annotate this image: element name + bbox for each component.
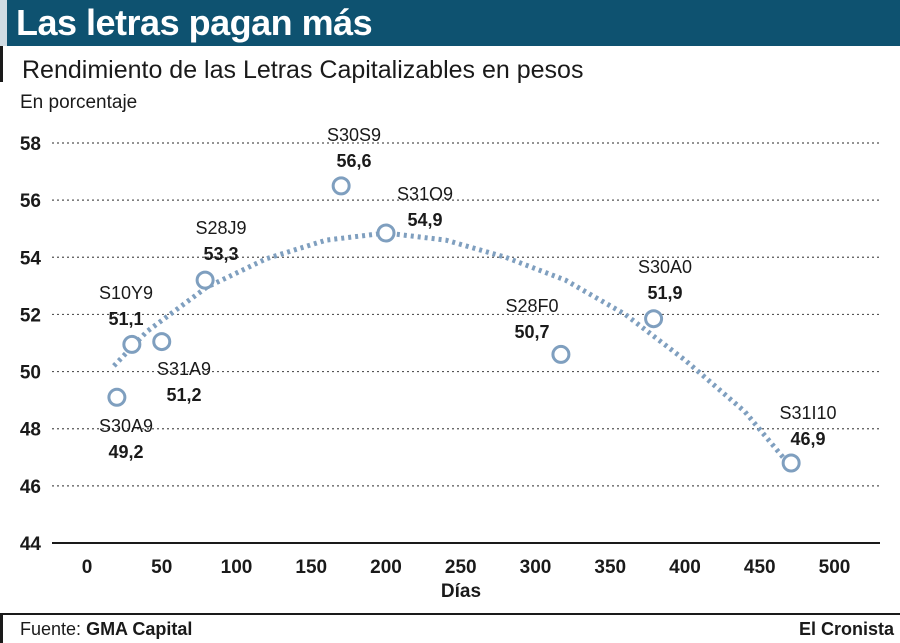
- y-tick-label: 56: [20, 191, 41, 212]
- brand-name: El Cronista: [798, 619, 894, 639]
- title-bar-accent: [0, 0, 7, 46]
- title-bar: Las letras pagan más: [0, 0, 900, 46]
- x-tick-label: 200: [370, 557, 402, 578]
- data-point: [551, 344, 571, 364]
- data-point: [152, 332, 172, 352]
- y-tick-label: 54: [20, 248, 42, 269]
- data-point: [122, 334, 142, 354]
- point-name-label: S31O9: [397, 184, 453, 204]
- point-name-label: S30A0: [638, 257, 692, 277]
- source-label: Fuente:: [20, 619, 82, 639]
- point-name-label: S31I10: [779, 403, 836, 423]
- x-tick-label: 400: [669, 557, 701, 578]
- y-tick-label: 48: [20, 420, 41, 441]
- x-tick-label: 150: [295, 557, 327, 578]
- point-value-label: 54,9: [407, 210, 442, 230]
- x-tick-label: 500: [819, 557, 851, 578]
- point-value-label: 51,2: [166, 385, 201, 405]
- y-tick-label: 44: [20, 534, 42, 555]
- x-tick-label: 350: [594, 557, 626, 578]
- point-name-label: S28J9: [195, 218, 246, 238]
- source-value: GMA Capital: [86, 619, 193, 639]
- x-tick-label: 250: [445, 557, 477, 578]
- point-name-label: S30A9: [99, 416, 153, 436]
- point-value-label: 51,9: [647, 283, 682, 303]
- x-axis-title: Días: [441, 581, 481, 602]
- point-name-label: S31A9: [157, 359, 211, 379]
- point-name-label: S10Y9: [99, 283, 153, 303]
- y-tick-label: 52: [20, 305, 41, 326]
- point-value-label: 49,2: [108, 442, 143, 462]
- chart-subtitle: Rendimiento de las Letras Capitalizables…: [22, 56, 584, 84]
- point-name-label: S28F0: [505, 296, 558, 316]
- x-tick-label: 0: [82, 557, 93, 578]
- source-note: Fuente: GMA Capital: [20, 619, 192, 640]
- page-title: Las letras pagan más: [16, 2, 373, 43]
- y-tick-label: 46: [20, 477, 41, 498]
- x-tick-label: 50: [151, 557, 172, 578]
- point-name-label: S30S9: [327, 125, 381, 145]
- data-point: [331, 176, 351, 196]
- point-value-label: 46,9: [790, 429, 825, 449]
- x-tick-label: 300: [520, 557, 552, 578]
- x-tick-label: 450: [744, 557, 776, 578]
- point-value-label: 53,3: [203, 244, 238, 264]
- x-tick-label: 100: [221, 557, 253, 578]
- data-point: [195, 270, 215, 290]
- data-point: [376, 223, 396, 243]
- point-value-label: 56,6: [336, 151, 371, 171]
- data-point: [107, 387, 127, 407]
- y-tick-label: 58: [20, 134, 41, 155]
- y-tick-label: 50: [20, 363, 41, 384]
- data-point: [781, 453, 801, 473]
- unit-label: En porcentaje: [20, 92, 138, 113]
- point-value-label: 51,1: [108, 309, 143, 329]
- subtitle-rule: [0, 46, 3, 82]
- data-point: [644, 309, 664, 329]
- footer-left-rule: [0, 615, 3, 643]
- point-value-label: 50,7: [514, 322, 549, 342]
- footer-rule: [0, 613, 900, 615]
